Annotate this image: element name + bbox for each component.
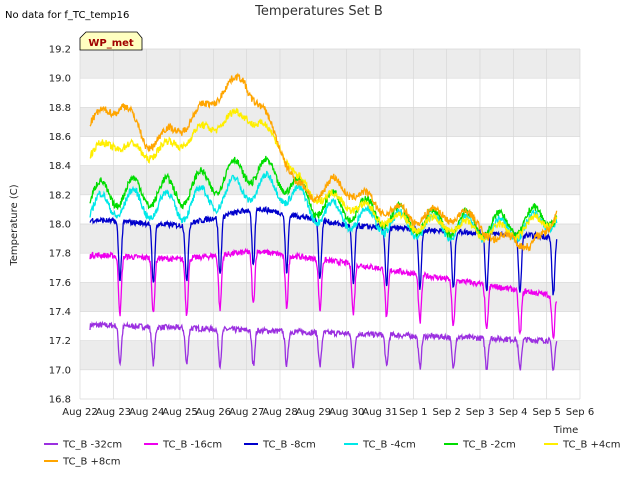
x-tick-label: Sep 2 — [432, 407, 460, 418]
x-tick-label: Sep 3 — [466, 407, 494, 418]
legend-label: TC_B +8cm — [62, 457, 121, 468]
x-axis-title: Time — [553, 425, 578, 436]
x-tick-label: Sep 6 — [566, 407, 594, 418]
legend-label: TC_B -2cm — [462, 440, 516, 451]
y-tick-label: 18.8 — [49, 103, 71, 114]
legend-label: TC_B -8cm — [262, 440, 316, 451]
series-line-1 — [89, 247, 558, 340]
legend-label: TC_B +4cm — [562, 440, 621, 451]
y-tick-label: 17.0 — [49, 365, 71, 376]
x-tick-label: Aug 24 — [129, 407, 164, 418]
y-tick-label: 17.6 — [49, 278, 71, 289]
no-data-note: No data for f_TC_temp16 — [5, 10, 129, 21]
y-axis-ticks: 16.8 17.0 17.2 17.4 17.6 17.8 18.0 18.2 18.4 18.6… — [49, 45, 71, 406]
y-tick-label: 19.2 — [49, 45, 71, 56]
y-tick-label: 19.0 — [49, 74, 71, 85]
plot-band — [80, 49, 580, 79]
x-tick-label: Aug 23 — [96, 407, 131, 418]
legend-label: TC_B -16cm — [162, 440, 222, 451]
y-tick-label: 17.4 — [49, 307, 71, 318]
plot-band — [80, 340, 580, 370]
series-line-5 — [89, 107, 558, 244]
x-tick-label: Aug 28 — [262, 407, 297, 418]
x-tick-label: Aug 26 — [196, 407, 231, 418]
plot-band — [80, 107, 580, 137]
series-line-6 — [89, 72, 558, 252]
y-tick-label: 17.2 — [49, 336, 71, 347]
y-tick-label: 18.2 — [49, 190, 71, 201]
x-tick-label: Sep 4 — [499, 407, 527, 418]
y-tick-label: 18.6 — [49, 132, 71, 143]
series-lines — [89, 72, 558, 372]
y-tick-label: 16.8 — [49, 395, 71, 406]
y-tick-label: 17.8 — [49, 249, 71, 260]
x-tick-label: Sep 5 — [532, 407, 560, 418]
y-tick-label: 18.4 — [49, 161, 71, 172]
chart-title: Temperatures Set B — [254, 4, 383, 19]
y-axis-title: Temperature (C) — [9, 184, 20, 266]
station-badge-label: WP_met — [88, 38, 134, 49]
x-tick-label: Aug 31 — [362, 407, 397, 418]
x-tick-label: Aug 27 — [229, 407, 264, 418]
legend: TC_B -32cm TC_B -16cm TC_B -8cm TC_B -4cm TC… — [44, 440, 621, 468]
plot-band — [80, 224, 580, 254]
series-line-0 — [89, 320, 558, 372]
x-tick-label: Aug 30 — [329, 407, 364, 418]
x-tick-label: Aug 25 — [162, 407, 197, 418]
legend-label: TC_B -4cm — [362, 440, 416, 451]
station-badge: WP_met — [79, 31, 143, 51]
y-tick-label: 18.0 — [49, 220, 71, 231]
legend-label: TC_B -32cm — [62, 440, 122, 451]
x-tick-label: Aug 22 — [62, 407, 97, 418]
x-tick-label: Sep 1 — [399, 407, 427, 418]
x-tick-label: Aug 29 — [296, 407, 331, 418]
